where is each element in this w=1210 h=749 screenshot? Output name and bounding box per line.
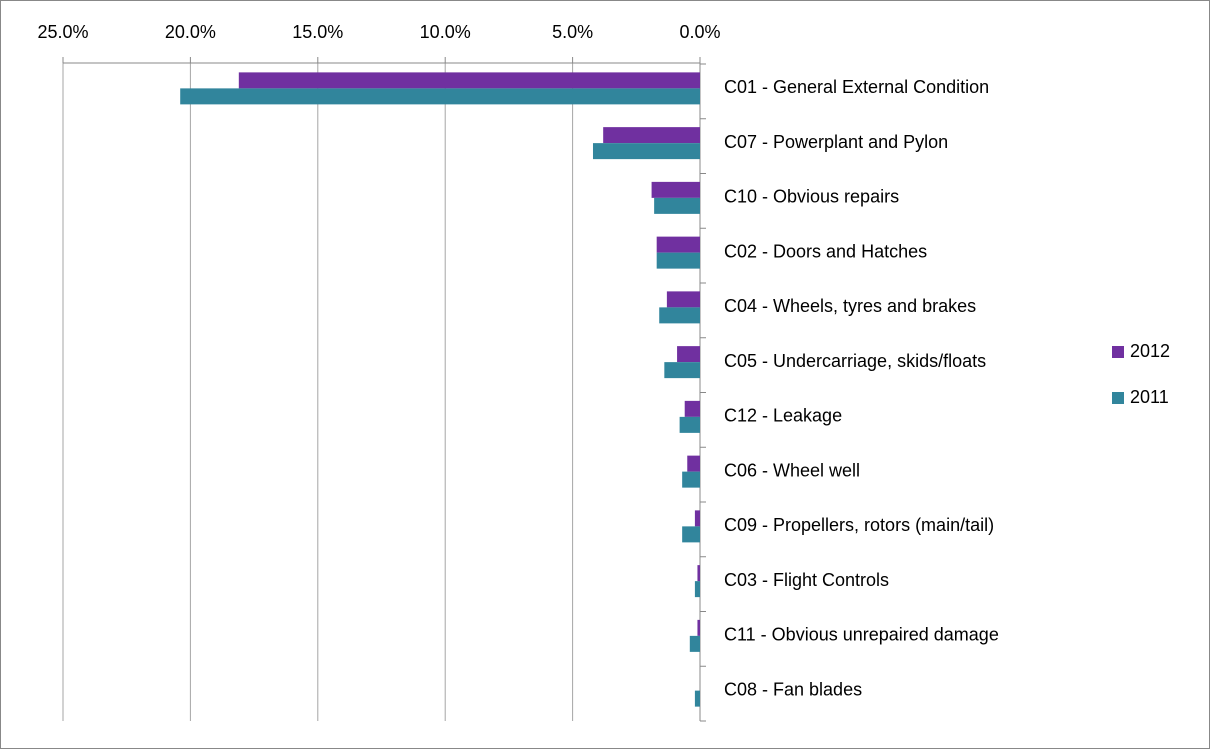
y-tick-label: C11 - Obvious unrepaired damage <box>724 625 999 645</box>
legend-swatch <box>1112 392 1124 404</box>
bar <box>677 346 700 363</box>
bar <box>694 510 700 527</box>
bar <box>694 690 700 707</box>
bar <box>687 455 700 472</box>
y-tick-label: C09 - Propellers, rotors (main/tail) <box>724 515 994 535</box>
legend-label: 2011 <box>1130 387 1169 407</box>
bar <box>697 619 700 636</box>
legend-swatch <box>1112 346 1124 358</box>
bar <box>651 181 700 198</box>
bar <box>180 88 700 105</box>
y-tick-label: C07 - Powerplant and Pylon <box>724 132 948 152</box>
bar <box>659 307 700 324</box>
y-tick-label: C10 - Obvious repairs <box>724 187 899 207</box>
bar <box>656 236 700 253</box>
bar <box>694 581 700 598</box>
bar <box>238 72 700 89</box>
y-tick-label: C08 - Fan blades <box>724 679 862 699</box>
x-tick-label: 10.0% <box>420 22 471 42</box>
y-tick-label: C12 - Leakage <box>724 406 842 426</box>
y-tick-label: C01 - General External Condition <box>724 77 989 97</box>
bar <box>682 526 700 543</box>
y-tick-label: C05 - Undercarriage, skids/floats <box>724 351 986 371</box>
x-tick-label: 5.0% <box>552 22 593 42</box>
y-tick-label: C04 - Wheels, tyres and brakes <box>724 296 976 316</box>
bar <box>666 291 700 308</box>
bar <box>656 252 700 269</box>
x-tick-label: 15.0% <box>292 22 343 42</box>
y-tick-label: C02 - Doors and Hatches <box>724 241 927 261</box>
bar <box>689 635 700 652</box>
x-tick-label: 25.0% <box>37 22 88 42</box>
x-tick-label: 0.0% <box>679 22 720 42</box>
x-tick-label: 20.0% <box>165 22 216 42</box>
bar <box>603 127 700 144</box>
bar <box>654 197 700 214</box>
y-tick-label: C03 - Flight Controls <box>724 570 889 590</box>
bar <box>664 362 700 379</box>
bar <box>697 565 700 582</box>
y-tick-label: C06 - Wheel well <box>724 460 860 480</box>
legend-label: 2012 <box>1130 341 1170 361</box>
bar <box>684 400 700 417</box>
bar <box>679 416 700 433</box>
bar <box>592 143 700 160</box>
bar <box>682 471 700 488</box>
